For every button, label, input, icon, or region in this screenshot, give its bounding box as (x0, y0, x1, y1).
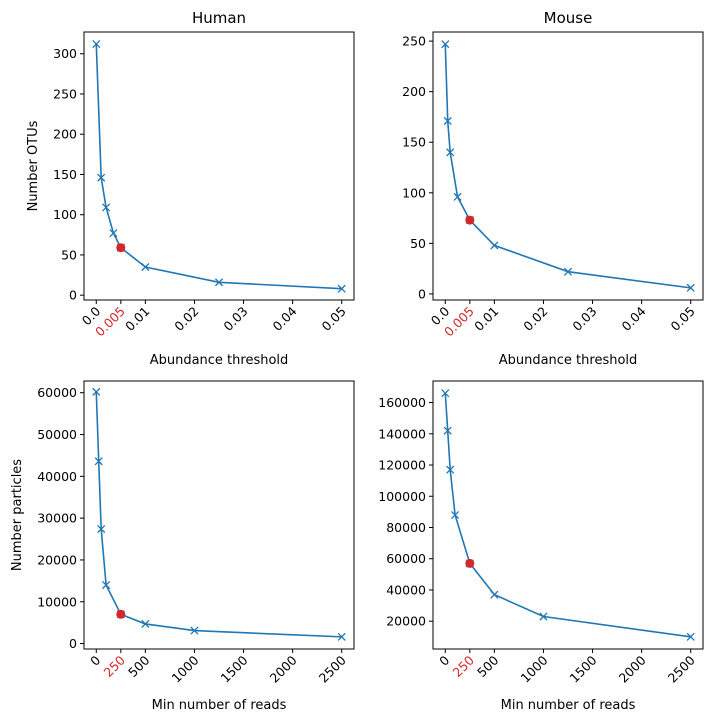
y-tick-label: 50000 (37, 427, 77, 442)
y-tick-label: 150 (53, 167, 77, 182)
data-point-marker (190, 626, 199, 635)
y-tick-label: 0 (69, 288, 77, 303)
series-line (444, 44, 691, 289)
data-point-marker (441, 389, 450, 398)
y-tick-label: 40000 (37, 469, 77, 484)
data-point-marker (214, 278, 224, 287)
data-point-marker (453, 192, 462, 201)
data-point-marker (539, 612, 548, 621)
data-point-marker (337, 632, 346, 641)
y-tick-label: 20000 (386, 614, 426, 629)
data-point-marker (102, 203, 111, 212)
data-point-marker (141, 262, 150, 272)
data-point-marker (92, 387, 101, 396)
y-tick-label: 20000 (37, 552, 77, 567)
y-tick-label: 100000 (378, 489, 426, 504)
data-point-marker (102, 580, 111, 590)
data-point-marker (94, 457, 103, 466)
y-tick-label: 150 (402, 135, 426, 150)
data-point-marker (441, 40, 450, 49)
highlight-point (465, 215, 475, 225)
data-point-marker (490, 590, 499, 599)
y-tick-label: 30000 (37, 511, 77, 526)
y-tick-label: 200 (402, 84, 426, 99)
panel-title: Human (192, 9, 246, 27)
data-point-marker (97, 173, 106, 182)
data-point-marker (446, 148, 455, 157)
y-tick-label: 50 (410, 236, 426, 251)
y-tick-label: 100 (402, 185, 426, 200)
y-axis-label: Number particles (10, 459, 25, 571)
y-tick-label: 250 (402, 34, 426, 49)
data-point-marker (451, 510, 460, 520)
y-tick-label: 120000 (378, 458, 426, 473)
y-tick-label: 10000 (37, 594, 77, 609)
data-point-marker (97, 524, 106, 534)
y-tick-label: 60000 (37, 385, 77, 400)
data-point-marker (443, 426, 452, 435)
y-tick-label: 0 (69, 636, 77, 651)
highlight-point (116, 609, 126, 619)
series-line (95, 44, 342, 290)
highlight-point (465, 558, 475, 568)
data-point-marker (446, 465, 455, 474)
y-tick-label: 160000 (378, 395, 426, 410)
axes-frame (432, 380, 704, 650)
y-tick-label: 300 (53, 46, 77, 61)
axes-frame (432, 31, 704, 301)
data-point-marker (686, 283, 695, 292)
x-axis-label: Abundance threshold (499, 353, 638, 368)
data-point-marker (490, 241, 499, 250)
y-tick-label: 50 (61, 247, 77, 262)
data-point-marker (686, 632, 695, 641)
y-tick-label: 140000 (378, 426, 426, 441)
x-axis-label: Min number of reads (501, 698, 636, 713)
x-axis-label: Abundance threshold (150, 353, 289, 368)
x-axis-label: Min number of reads (152, 698, 287, 713)
y-tick-label: 250 (53, 86, 77, 101)
y-tick-label: 80000 (386, 520, 426, 535)
series-line (444, 393, 691, 638)
highlight-point (116, 243, 126, 253)
axes-frame (83, 31, 355, 301)
y-tick-label: 100 (53, 207, 77, 222)
data-point-marker (141, 619, 150, 628)
y-tick-label: 0 (418, 286, 426, 301)
y-tick-label: 200 (53, 127, 77, 142)
axes-frame (83, 380, 355, 650)
data-point-marker (337, 284, 346, 293)
series-line (95, 391, 342, 638)
y-tick-label: 40000 (386, 582, 426, 597)
data-point-marker (92, 40, 101, 49)
data-point-marker (109, 229, 118, 238)
data-point-marker (563, 267, 573, 276)
y-tick-label: 60000 (386, 551, 426, 566)
data-point-marker (443, 116, 452, 126)
panel-title: Mouse (544, 9, 593, 27)
panel-mouse-threshold: Mouse Abundance threshold 0 50 100 150 200 25… (402, 9, 704, 368)
y-axis-label: Number OTUs (26, 120, 41, 211)
